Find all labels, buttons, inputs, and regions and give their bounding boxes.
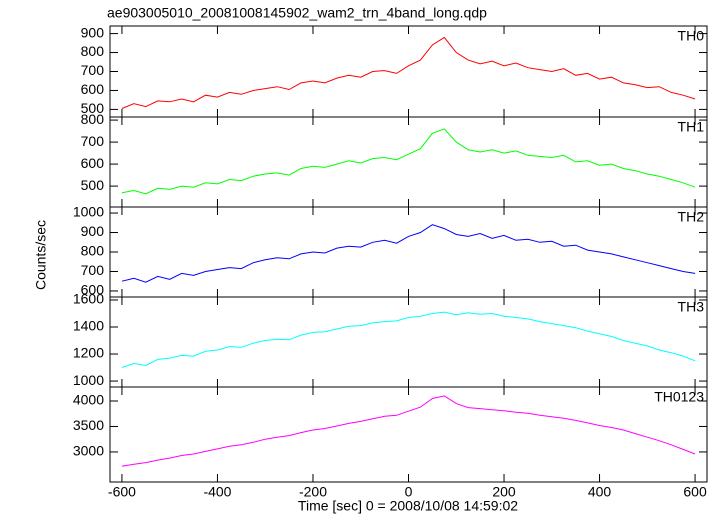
y-tick-label: 800 xyxy=(81,243,105,259)
x-tick-label: 600 xyxy=(683,484,707,500)
chart-title: ae903005010_20081008145902_wam2_trn_4ban… xyxy=(107,5,487,21)
panel-label: TH1 xyxy=(678,119,705,135)
panel-frame xyxy=(109,206,708,298)
y-tick-label: 1600 xyxy=(73,291,104,307)
x-tick-label: 400 xyxy=(588,484,612,500)
data-line xyxy=(121,36,696,109)
y-axis-label: Counts/sec xyxy=(33,220,49,290)
data-line xyxy=(121,128,696,195)
y-tick-label: 800 xyxy=(81,111,105,127)
panel-frame xyxy=(109,386,708,483)
x-tick-label: -200 xyxy=(299,484,327,500)
y-tick-label: 4000 xyxy=(73,392,104,408)
x-tick-label: 200 xyxy=(492,484,516,500)
data-line xyxy=(121,224,696,283)
y-tick-label: 600 xyxy=(81,155,105,171)
panel-frame xyxy=(109,25,708,118)
y-tick-label: 500 xyxy=(81,177,105,193)
panel-frame xyxy=(109,116,708,208)
y-tick-label: 600 xyxy=(81,282,105,298)
y-tick-label: 700 xyxy=(81,262,105,278)
y-tick-label: 1400 xyxy=(73,318,104,334)
panel-label: TH0 xyxy=(678,28,705,44)
y-tick-label: 1000 xyxy=(73,204,104,220)
y-tick-label: 3000 xyxy=(73,443,104,459)
panel-label: TH0123 xyxy=(654,389,704,405)
data-line xyxy=(121,395,696,467)
x-axis-label: Time [sec] 0 = 2008/10/08 14:59:02 xyxy=(298,498,518,514)
x-tick-label: -400 xyxy=(203,484,231,500)
y-tick-label: 700 xyxy=(81,133,105,149)
panel-frame xyxy=(109,296,708,388)
y-tick-label: 500 xyxy=(81,100,105,116)
y-tick-label: 700 xyxy=(81,62,105,78)
y-tick-label: 900 xyxy=(81,223,105,239)
y-tick-label: 900 xyxy=(81,24,105,40)
y-tick-label: 600 xyxy=(81,81,105,97)
panel-label: TH2 xyxy=(678,209,705,225)
y-tick-label: 3500 xyxy=(73,417,104,433)
data-line xyxy=(121,311,696,368)
x-tick-label: -600 xyxy=(108,484,136,500)
panel-label: TH3 xyxy=(678,299,705,315)
x-tick-label: 0 xyxy=(405,484,413,500)
y-tick-label: 1200 xyxy=(73,345,104,361)
y-tick-label: 800 xyxy=(81,43,105,59)
y-tick-label: 1000 xyxy=(73,372,104,388)
